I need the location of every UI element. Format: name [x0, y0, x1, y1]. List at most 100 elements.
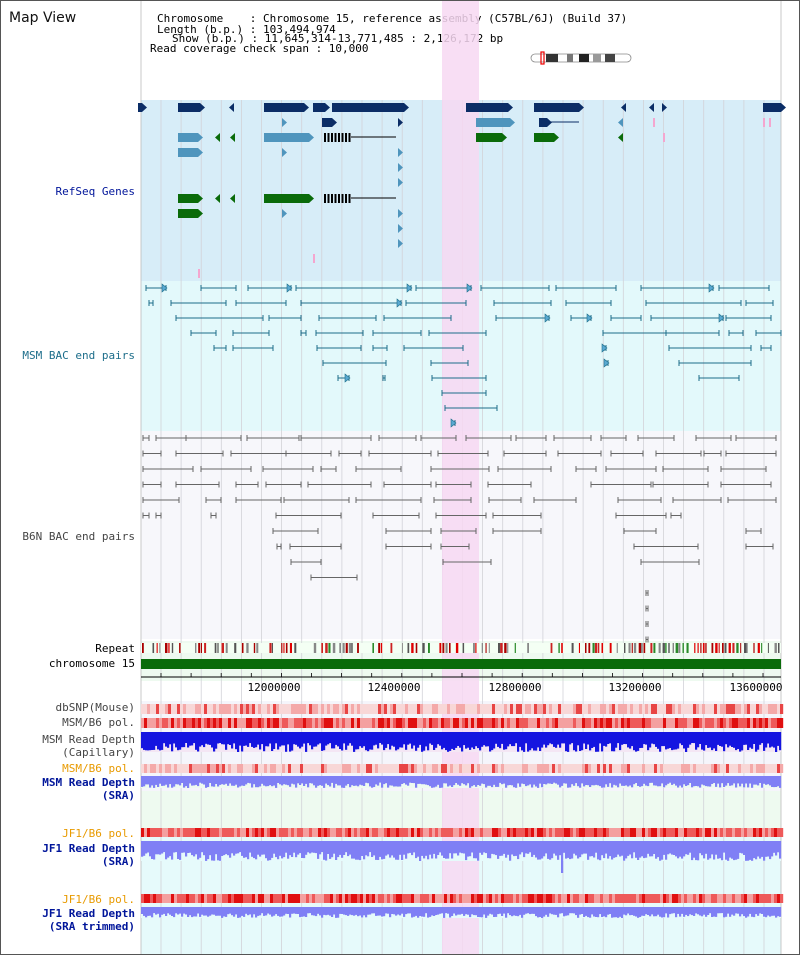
heat-cell — [444, 718, 448, 728]
depth-bar — [637, 732, 640, 751]
heat-cell — [516, 828, 520, 837]
heat-cell — [327, 764, 331, 773]
gene-arrow — [618, 133, 623, 142]
polymorphism-heat-tracks[interactable] — [141, 704, 784, 903]
track-label-jf1-b6-pol-2[interactable]: JF1/B6 pol. — [62, 893, 135, 906]
depth-bar — [457, 776, 460, 785]
bac-end-arrow — [466, 283, 473, 293]
track-label-jf1-b6-pol[interactable]: JF1/B6 pol. — [62, 827, 135, 840]
depth-bar — [315, 907, 318, 917]
depth-bar — [601, 776, 604, 788]
heat-cell — [396, 718, 400, 728]
heat-cell — [240, 828, 244, 837]
chromosome-bar[interactable] — [141, 659, 781, 669]
heat-cell — [279, 718, 283, 728]
depth-bar — [737, 776, 740, 784]
track-label-b6n-bac[interactable]: B6N BAC end pairs — [22, 530, 135, 543]
track-label-chromosome[interactable]: chromosome 15 — [48, 657, 135, 670]
heat-cell — [609, 828, 613, 837]
chromosome-ideogram[interactable] — [530, 51, 632, 65]
heat-cell — [321, 704, 325, 714]
track-label-refseq[interactable]: RefSeq Genes — [55, 185, 135, 198]
msm-bac-pair-glyphs[interactable] — [145, 283, 782, 428]
track-label-jf1-depth-trimmed[interactable]: JF1 Read Depth — [42, 907, 135, 920]
selected-region-highlight[interactable] — [442, 1, 479, 954]
heat-cell — [441, 894, 445, 903]
heat-cell — [261, 894, 265, 903]
depth-bar — [607, 776, 610, 787]
depth-bar — [759, 776, 762, 783]
depth-bar — [731, 841, 734, 859]
heat-cell — [348, 828, 352, 837]
heat-cell — [264, 718, 268, 728]
depth-bar — [143, 841, 146, 856]
depth-bar — [681, 776, 684, 788]
depth-bar — [697, 841, 700, 861]
gene-arrow — [781, 103, 786, 112]
heat-cell — [273, 764, 277, 773]
depth-bar — [265, 907, 268, 916]
depth-bar — [523, 841, 526, 858]
repeat-mark — [204, 643, 207, 653]
track-label-msm-depth-capillary[interactable]: MSM Read Depth — [42, 733, 135, 746]
depth-bar — [499, 732, 502, 749]
heat-cell — [474, 828, 478, 837]
depth-bar — [525, 907, 528, 914]
heat-cell — [450, 828, 454, 837]
depth-bar — [753, 841, 756, 859]
depth-bar — [509, 776, 512, 785]
heat-cell — [414, 764, 418, 773]
heat-cell — [603, 704, 607, 714]
heat-cell — [288, 718, 292, 728]
depth-bar — [651, 907, 654, 915]
track-label-msm-depth-sra[interactable]: MSM Read Depth — [42, 776, 135, 789]
track-label-msm-bac[interactable]: MSM BAC end pairs — [22, 349, 135, 362]
refseq-gene-glyphs[interactable] — [138, 103, 786, 278]
depth-bar — [409, 907, 412, 914]
depth-bar — [567, 841, 570, 858]
read-depth-tracks[interactable] — [141, 732, 782, 918]
depth-bar — [207, 776, 210, 787]
gene-exon — [348, 194, 351, 203]
depth-bar — [435, 776, 438, 787]
depth-bar — [429, 907, 432, 917]
heat-cell — [276, 828, 280, 837]
heat-cell — [237, 704, 241, 714]
track-label-dbsnp[interactable]: dbSNP(Mouse) — [55, 701, 135, 714]
heat-cell — [381, 704, 385, 714]
heat-cell — [174, 718, 178, 728]
depth-bar — [687, 841, 690, 855]
repeat-mark — [744, 643, 747, 653]
track-label-repeat[interactable]: Repeat — [95, 642, 135, 655]
heat-cell — [219, 828, 223, 837]
depth-bar — [729, 841, 732, 858]
track-label-msm-b6-pol-2[interactable]: MSM/B6 pol. — [62, 762, 135, 775]
repeat-track-bar[interactable] — [141, 643, 781, 653]
heat-cell — [213, 704, 217, 714]
depth-bar — [309, 907, 312, 914]
heat-cell — [720, 718, 724, 728]
track-label-msm-b6-pol[interactable]: MSM/B6 pol. — [62, 716, 135, 729]
heat-cell — [669, 828, 673, 837]
depth-bar — [629, 776, 632, 786]
depth-bar — [555, 907, 558, 915]
depth-bar — [527, 776, 530, 786]
depth-bar — [319, 732, 322, 744]
heat-cell — [339, 828, 343, 837]
repeat-mark — [718, 643, 720, 653]
depth-bar — [219, 776, 222, 785]
track-label-jf1-depth-sra[interactable]: JF1 Read Depth — [42, 842, 135, 855]
heat-cell — [267, 704, 271, 714]
heat-cell — [492, 828, 496, 837]
heat-cell — [696, 718, 700, 728]
heat-cell — [375, 894, 379, 903]
heat-cell — [150, 718, 154, 728]
heat-cell — [273, 894, 277, 903]
b6n-bac-pair-glyphs[interactable] — [142, 435, 777, 643]
depth-bar — [387, 841, 390, 855]
depth-bar — [301, 732, 304, 747]
heat-cell — [729, 828, 733, 837]
heat-cell — [141, 704, 145, 714]
heat-cell — [381, 718, 385, 728]
